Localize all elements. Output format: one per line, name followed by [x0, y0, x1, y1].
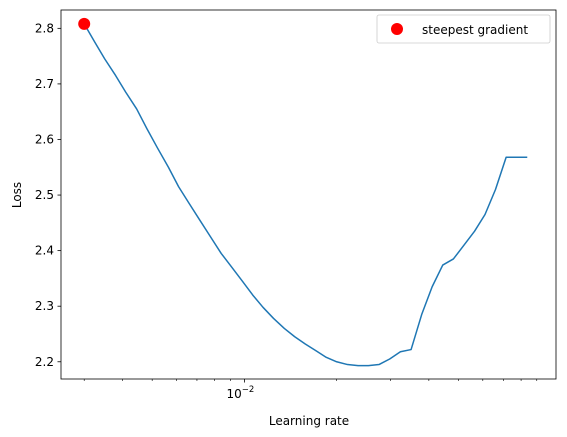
loss-curve-line	[83, 23, 528, 367]
plot-background	[61, 10, 556, 379]
legend: steepest gradient	[376, 14, 551, 44]
y-tick-label: 2.7	[35, 77, 54, 91]
legend-label-steepest-gradient: steepest gradient	[422, 23, 528, 37]
y-tick-label: 2.4	[35, 244, 54, 258]
x-axis-ticks: 10−2	[83, 379, 538, 401]
y-axis-ticks: 2.2 2.3 2.4 2.5 2.6 2.7 2.8	[35, 21, 61, 369]
plot-frame	[60, 9, 557, 380]
y-tick-label: 2.2	[35, 355, 54, 369]
y-tick-label: 2.6	[35, 132, 54, 146]
plot-area	[60, 9, 557, 380]
x-tick-label: 10−2	[226, 385, 254, 401]
x-axis-label: Learning rate	[269, 414, 349, 428]
steepest-gradient-point	[78, 17, 91, 30]
legend-box	[376, 14, 551, 44]
x-tick-label-base: 10	[226, 387, 241, 401]
y-tick-label: 2.3	[35, 299, 54, 313]
legend-marker-steepest-gradient	[391, 23, 403, 35]
x-tick-label-exponent: −2	[242, 385, 255, 395]
y-tick-label: 2.8	[35, 21, 54, 35]
y-tick-label: 2.5	[35, 188, 54, 202]
y-axis-label: Loss	[10, 182, 24, 208]
